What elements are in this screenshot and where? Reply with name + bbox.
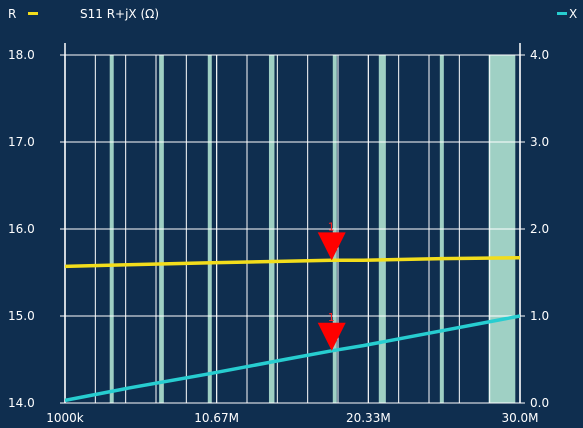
left-tick-label: 18.0 xyxy=(8,48,35,62)
left-tick-label: 16.0 xyxy=(8,222,35,236)
right-tick-label: 4.0 xyxy=(530,48,549,62)
marker-triangle-r xyxy=(317,232,346,261)
right-tick-label: 2.0 xyxy=(530,222,549,236)
left-tick-label: 15.0 xyxy=(8,309,35,323)
marker-label-x: 1 xyxy=(328,311,335,324)
grid-layer xyxy=(64,43,521,404)
marker-layer: 11 xyxy=(317,220,346,351)
series-line-r xyxy=(64,255,521,269)
x-tick-label: 1000k xyxy=(46,411,84,425)
marker-label-r: 1 xyxy=(328,220,335,233)
label-layer: 18.0 17.0 16.0 15.0 14.0 4.0 3.0 2.0 1.0 0.0 1000k… xyxy=(8,48,549,425)
left-legend-swatch xyxy=(28,12,38,15)
x-tick-label: 10.67M xyxy=(194,411,239,425)
right-tick-label: 3.0 xyxy=(530,135,549,149)
right-legend-swatch xyxy=(557,12,567,15)
right-tick-label: 0.0 xyxy=(530,396,549,410)
left-tick-label: 14.0 xyxy=(8,396,35,410)
series-layer xyxy=(64,255,521,403)
x-tick-label: 30.0M xyxy=(501,411,538,425)
marker-triangle-x xyxy=(317,322,346,351)
right-legend-label: X xyxy=(569,7,577,21)
chart-title: S11 R+jX (Ω) xyxy=(80,7,159,21)
series-line-x xyxy=(64,314,521,403)
x-tick-label: 20.33M xyxy=(346,411,391,425)
right-tick-label: 1.0 xyxy=(530,309,549,323)
left-legend-label: R xyxy=(8,7,16,21)
left-tick-label: 17.0 xyxy=(8,135,35,149)
